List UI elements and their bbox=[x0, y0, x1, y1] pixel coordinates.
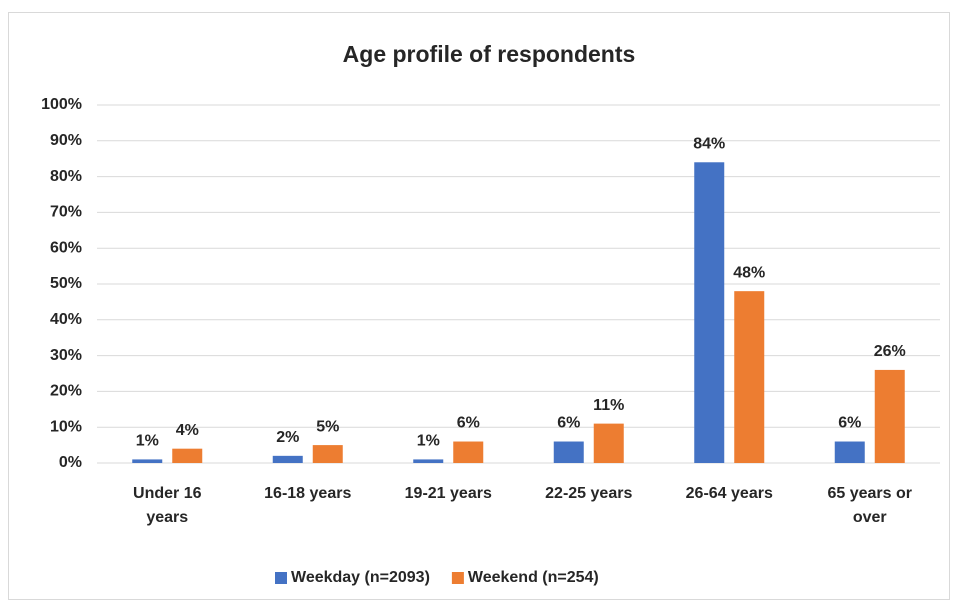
legend-label: Weekend (n=254) bbox=[468, 569, 599, 586]
y-tick-label: 0% bbox=[59, 454, 82, 471]
bar bbox=[312, 445, 343, 463]
data-label: 11% bbox=[593, 397, 624, 414]
bar bbox=[694, 162, 725, 463]
bar bbox=[874, 369, 905, 463]
y-tick-label: 20% bbox=[50, 383, 82, 400]
legend-swatch bbox=[451, 572, 464, 584]
bar bbox=[132, 459, 163, 463]
legend-label: Weekday (n=2093) bbox=[291, 569, 430, 586]
data-label: 6% bbox=[557, 415, 580, 432]
bar bbox=[553, 441, 584, 463]
y-tick-label: 30% bbox=[50, 347, 82, 364]
x-tick-label: 26-64 years bbox=[686, 485, 773, 502]
x-tick-label: Under 16 years bbox=[133, 485, 202, 526]
data-label: 1% bbox=[417, 433, 440, 450]
y-tick-label: 60% bbox=[50, 239, 82, 256]
y-tick-label: 40% bbox=[50, 311, 82, 328]
y-tick-label: 70% bbox=[50, 204, 82, 221]
bar bbox=[172, 448, 203, 463]
y-tick-label: 90% bbox=[50, 132, 82, 149]
data-label: 4% bbox=[176, 422, 199, 439]
bar bbox=[593, 423, 624, 463]
data-label: 1% bbox=[136, 433, 159, 450]
y-tick-label: 100% bbox=[41, 96, 82, 113]
legend-swatch bbox=[275, 572, 287, 584]
x-tick-label: 65 years or over bbox=[827, 485, 912, 526]
y-tick-label: 50% bbox=[50, 275, 82, 292]
bar bbox=[453, 441, 484, 463]
data-label: 26% bbox=[874, 343, 906, 360]
data-label: 6% bbox=[457, 415, 480, 432]
bar bbox=[734, 291, 765, 463]
y-tick-label: 80% bbox=[50, 168, 82, 185]
bar bbox=[413, 459, 444, 463]
x-tick-label: 22-25 years bbox=[545, 485, 632, 502]
data-label: 2% bbox=[276, 429, 299, 446]
data-label: 84% bbox=[693, 135, 725, 152]
chart-frame bbox=[8, 12, 950, 600]
bar bbox=[834, 441, 865, 463]
bar bbox=[272, 455, 303, 463]
data-label: 48% bbox=[733, 264, 765, 281]
data-label: 5% bbox=[316, 418, 339, 435]
chart-title: Age profile of respondents bbox=[343, 41, 636, 67]
x-tick-label: 16-18 years bbox=[264, 485, 351, 502]
data-label: 6% bbox=[838, 415, 861, 432]
y-tick-label: 10% bbox=[50, 418, 82, 435]
x-tick-label: 19-21 years bbox=[405, 485, 492, 502]
